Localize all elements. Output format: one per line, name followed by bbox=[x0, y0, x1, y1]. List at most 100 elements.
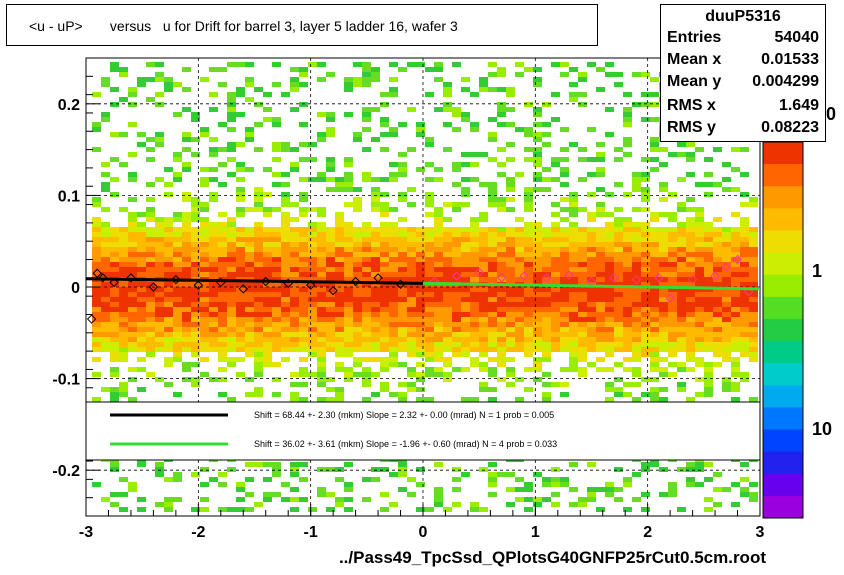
heatmap-cell bbox=[533, 502, 542, 507]
heatmap-cell bbox=[299, 357, 308, 362]
heatmap-cell bbox=[443, 217, 452, 222]
heatmap-cell bbox=[191, 202, 200, 207]
heatmap-cell bbox=[704, 347, 713, 352]
heatmap-cell bbox=[488, 157, 497, 162]
heatmap-cell bbox=[245, 132, 254, 137]
heatmap-cell bbox=[146, 242, 155, 247]
heatmap-cell bbox=[524, 192, 533, 197]
heatmap-cell bbox=[434, 167, 443, 172]
heatmap-cell bbox=[596, 212, 605, 217]
palette-swatch bbox=[763, 363, 803, 386]
heatmap-cell bbox=[695, 392, 704, 397]
heatmap-cell bbox=[587, 287, 596, 292]
heatmap-cell bbox=[218, 312, 227, 317]
heatmap-cell bbox=[506, 307, 515, 312]
heatmap-cell bbox=[731, 242, 740, 247]
heatmap-cell bbox=[434, 177, 443, 182]
heatmap-cell bbox=[326, 117, 335, 122]
heatmap-cell bbox=[506, 502, 515, 507]
heatmap-cell bbox=[272, 182, 281, 187]
heatmap-cell bbox=[290, 287, 299, 292]
heatmap-cell bbox=[164, 82, 173, 87]
heatmap-cell bbox=[263, 292, 272, 297]
heatmap-cell bbox=[416, 387, 425, 392]
heatmap-cell bbox=[128, 482, 137, 487]
heatmap-cell bbox=[92, 237, 101, 242]
heatmap-cell bbox=[299, 302, 308, 307]
heatmap-cell bbox=[290, 237, 299, 242]
heatmap-cell bbox=[641, 332, 650, 337]
heatmap-cell bbox=[254, 317, 263, 322]
heatmap-cell bbox=[299, 102, 308, 107]
heatmap-cell bbox=[254, 187, 263, 192]
heatmap-cell bbox=[713, 217, 722, 222]
palette-swatch bbox=[763, 274, 803, 298]
profile-marker bbox=[126, 273, 136, 283]
heatmap-cell bbox=[425, 237, 434, 242]
heatmap-cell bbox=[614, 332, 623, 337]
heatmap-cell bbox=[740, 217, 749, 222]
heatmap-cell bbox=[677, 297, 686, 302]
heatmap-cell bbox=[506, 227, 515, 232]
heatmap-cell bbox=[443, 362, 452, 367]
heatmap-cell bbox=[470, 312, 479, 317]
heatmap-cell bbox=[443, 87, 452, 92]
heatmap-cell bbox=[659, 312, 668, 317]
heatmap-cell bbox=[596, 232, 605, 237]
heatmap-cell bbox=[569, 262, 578, 267]
heatmap-cell bbox=[308, 507, 317, 512]
heatmap-cell bbox=[110, 357, 119, 362]
heatmap-cell bbox=[542, 177, 551, 182]
heatmap-cell bbox=[227, 312, 236, 317]
heatmap-cell bbox=[362, 247, 371, 252]
heatmap-cell bbox=[299, 277, 308, 282]
heatmap-cell bbox=[380, 267, 389, 272]
heatmap-cell bbox=[146, 137, 155, 142]
heatmap-cell bbox=[650, 357, 659, 362]
heatmap-cell bbox=[515, 127, 524, 132]
heatmap-cell bbox=[155, 337, 164, 342]
heatmap-cell bbox=[560, 367, 569, 372]
heatmap-cell bbox=[713, 262, 722, 267]
heatmap-cell bbox=[254, 322, 263, 327]
heatmap-cell bbox=[407, 237, 416, 242]
heatmap-cell bbox=[173, 247, 182, 252]
heatmap-cell bbox=[524, 252, 533, 257]
heatmap-cell bbox=[263, 287, 272, 292]
heatmap-cell bbox=[452, 317, 461, 322]
heatmap-cell bbox=[560, 347, 569, 352]
heatmap-cell bbox=[362, 317, 371, 322]
heatmap-cell bbox=[335, 362, 344, 367]
heatmap-cell bbox=[614, 327, 623, 332]
heatmap-cell bbox=[515, 292, 524, 297]
heatmap-cell bbox=[137, 237, 146, 242]
heatmap-cell bbox=[434, 77, 443, 82]
heatmap-cell bbox=[470, 127, 479, 132]
heatmap-cell bbox=[407, 257, 416, 262]
heatmap-cell bbox=[128, 297, 137, 302]
heatmap-cell bbox=[425, 347, 434, 352]
heatmap-cell bbox=[569, 212, 578, 217]
heatmap-cell bbox=[614, 257, 623, 262]
heatmap-cell bbox=[542, 352, 551, 357]
heatmap-cell bbox=[731, 362, 740, 367]
heatmap-cell bbox=[299, 372, 308, 377]
heatmap-cell bbox=[686, 312, 695, 317]
heatmap-cell bbox=[686, 217, 695, 222]
heatmap-cell bbox=[650, 327, 659, 332]
heatmap-cell bbox=[461, 297, 470, 302]
heatmap-cell bbox=[407, 332, 416, 337]
heatmap-cell bbox=[452, 232, 461, 237]
heatmap-cell bbox=[119, 162, 128, 167]
heatmap-cell bbox=[218, 237, 227, 242]
heatmap-cell bbox=[506, 322, 515, 327]
heatmap-cell bbox=[722, 487, 731, 492]
heatmap-cell bbox=[551, 382, 560, 387]
heatmap-cell bbox=[704, 252, 713, 257]
heatmap-cell bbox=[650, 237, 659, 242]
heatmap-cell bbox=[263, 192, 272, 197]
heatmap-cell bbox=[380, 367, 389, 372]
heatmap-cell bbox=[560, 272, 569, 277]
heatmap-cell bbox=[488, 347, 497, 352]
heatmap-cell bbox=[290, 302, 299, 307]
